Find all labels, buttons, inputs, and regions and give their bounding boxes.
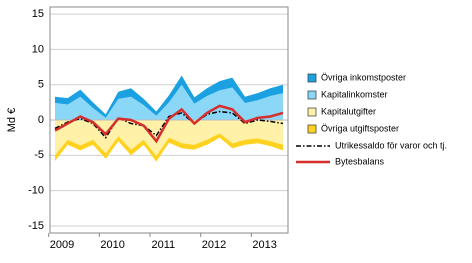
x-tick-label: 2010 — [100, 239, 124, 251]
y-tick-label: 15 — [32, 8, 44, 20]
legend: Övriga inkomstposter Kapitalinkomster Kapi… — [296, 72, 447, 166]
line — [54, 104, 284, 144]
legend-swatch — [307, 90, 317, 100]
y-tick-label: 5 — [38, 79, 44, 91]
legend-label: Övriga inkomstposter — [321, 72, 406, 82]
legend-label: Bytesbalans — [335, 156, 385, 166]
y-tick-label: 10 — [32, 43, 44, 55]
x-tick-label: 2013 — [252, 239, 276, 251]
area — [55, 75, 283, 118]
y-tick-label: -5 — [34, 149, 44, 161]
x-tick-label: 2009 — [50, 239, 74, 251]
area — [55, 133, 283, 162]
y-axis-label: Md € — [6, 108, 18, 132]
x-tick-label: 2012 — [202, 239, 226, 251]
y-tick-label: -10 — [28, 185, 44, 197]
line — [54, 110, 284, 139]
legend-swatch — [307, 73, 317, 83]
x-tick-label: 2011 — [152, 239, 176, 251]
legend-label: Kapitalutgifter — [321, 106, 376, 116]
legend-swatch — [307, 124, 317, 134]
plot-border — [49, 6, 289, 234]
legend-swatch — [307, 107, 317, 117]
legend-label: Kapitalinkomster — [321, 89, 388, 99]
legend-label: Övriga utgiftsposter — [321, 123, 399, 133]
y-tick-label: -15 — [28, 220, 44, 232]
y-tick-label: 0 — [38, 114, 44, 126]
legend-label: Utrikessaldo för varor och tj. — [335, 140, 447, 150]
